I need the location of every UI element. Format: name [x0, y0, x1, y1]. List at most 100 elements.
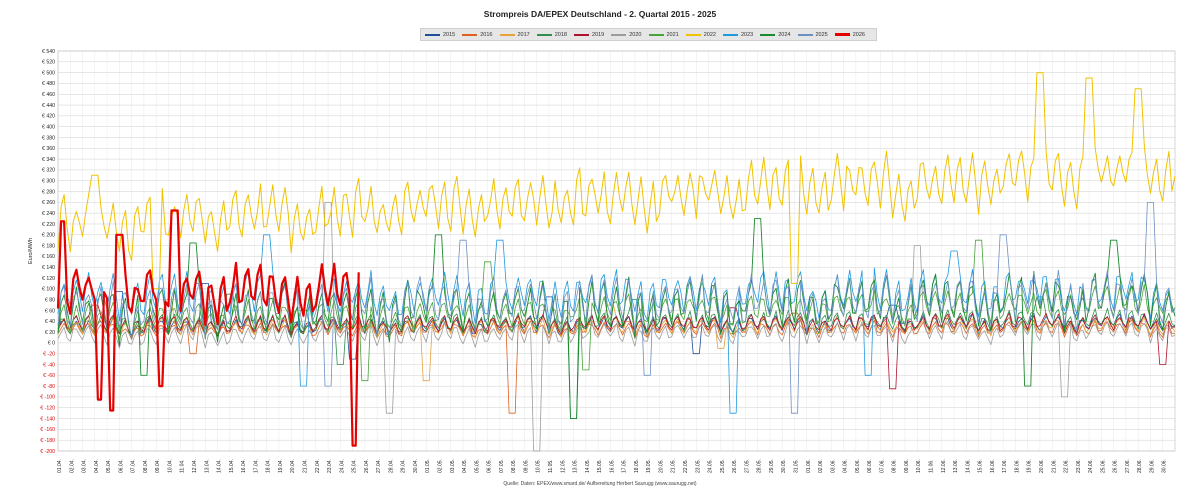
- y-tick-label: € 80: [45, 297, 55, 303]
- series-line-2022: [57, 72, 1176, 290]
- x-tick-label: 25.04.: [352, 459, 358, 473]
- x-tick-label: 04.06.: [843, 459, 849, 473]
- x-tick-label: 26.05.: [732, 459, 738, 473]
- x-tick-label: 08.05.: [511, 459, 517, 473]
- x-tick-label: 27.05.: [744, 459, 750, 473]
- legend-label: 2018: [554, 31, 567, 38]
- y-tick-label: € 140: [42, 265, 55, 271]
- x-tick-label: 24.05.: [708, 459, 714, 473]
- x-tick-label: 06.04.: [118, 459, 124, 473]
- legend-item-2026: 2026: [834, 32, 865, 38]
- legend-label: 2017: [517, 31, 530, 38]
- x-tick-label: 09.05.: [523, 459, 529, 473]
- legend-swatch: [834, 33, 850, 36]
- legend-item-2019: 2019: [574, 32, 604, 38]
- legend-item-2016: 2016: [462, 31, 493, 38]
- x-tick-label: 27.04.: [376, 459, 382, 473]
- y-tick-label: € -20: [43, 352, 55, 358]
- legend-swatch: [425, 33, 440, 36]
- y-tick-label: € 340: [42, 157, 55, 163]
- x-tick-label: 23.06.: [1076, 459, 1082, 473]
- y-tick-label: € -140: [40, 416, 55, 422]
- x-tick-label: 04.05.: [462, 459, 468, 473]
- chart-legend: 2015 2016 2017 2018 2019 2020 2021 2022 2023 2024…: [420, 28, 877, 41]
- x-tick-label: 02.06.: [818, 459, 824, 473]
- x-tick-label: 07.04.: [131, 459, 137, 473]
- x-tick-label: 20.05.: [658, 459, 664, 473]
- x-tick-label: 22.05.: [683, 459, 689, 473]
- legend-label: 2020: [629, 31, 642, 38]
- y-tick-label: € -180: [40, 438, 55, 444]
- x-tick-label: 30.06.: [1162, 459, 1168, 473]
- x-tick-label: 06.05.: [487, 459, 493, 473]
- y-tick-label: € 540: [42, 49, 55, 55]
- legend-label: 2025: [815, 31, 828, 38]
- y-tick-label: € -200: [40, 449, 55, 455]
- y-tick-label: € -80: [43, 384, 55, 390]
- x-tick-label: 29.06.: [1149, 459, 1155, 473]
- x-tick-label: 29.05.: [769, 459, 775, 473]
- legend-label: 2023: [741, 31, 754, 38]
- y-tick-label: € 0: [48, 341, 55, 347]
- legend-label: 2016: [480, 31, 493, 38]
- x-tick-label: 13.06.: [953, 459, 959, 473]
- x-tick-label: 07.06.: [879, 459, 885, 473]
- x-tick-label: 21.05.: [671, 459, 677, 473]
- x-tick-label: 05.06.: [855, 459, 861, 473]
- legend-swatch: [723, 33, 738, 36]
- legend-swatch: [760, 33, 776, 36]
- y-tick-label: € -120: [40, 406, 55, 412]
- x-tick-label: 30.04.: [413, 459, 419, 473]
- legend-item-2020: 2020: [611, 31, 642, 38]
- y-tick-label: € 160: [42, 254, 55, 260]
- x-tick-label: 07.05.: [499, 459, 505, 473]
- x-tick-label: 11.05.: [548, 459, 554, 473]
- y-tick-label: € 40: [45, 319, 55, 325]
- x-tick-label: 16.05.: [609, 459, 615, 473]
- x-tick-label: 24.04.: [339, 459, 345, 473]
- x-tick-label: 09.06.: [904, 459, 910, 473]
- x-tick-label: 16.06.: [990, 459, 996, 473]
- series-line-2020: [57, 202, 1176, 452]
- series-line-2019: [57, 304, 1176, 390]
- y-tick-label: € 440: [42, 103, 55, 109]
- x-tick-label: 26.06.: [1113, 459, 1119, 473]
- x-tick-label: 17.05.: [622, 459, 628, 473]
- legend-label: 2021: [666, 31, 679, 38]
- legend-swatch: [797, 33, 813, 36]
- x-tick-label: 17.04.: [253, 459, 259, 473]
- x-tick-label: 25.06.: [1100, 459, 1106, 473]
- x-tick-label: 13.05.: [573, 459, 579, 473]
- x-tick-label: 12.06.: [941, 459, 947, 473]
- x-tick-label: 05.04.: [106, 459, 112, 473]
- legend-item-2018: 2018: [536, 31, 567, 38]
- x-tick-label: 08.04.: [143, 459, 149, 473]
- x-tick-label: 12.04.: [192, 459, 198, 473]
- y-tick-label: € 260: [42, 200, 55, 206]
- x-tick-label: 24.06.: [1088, 459, 1094, 473]
- x-tick-label: 28.06.: [1137, 459, 1143, 473]
- y-tick-label: € 280: [42, 189, 55, 195]
- x-tick-label: 02.05.: [438, 459, 444, 473]
- y-tick-label: € 500: [42, 70, 55, 76]
- y-tick-label: € 420: [42, 114, 55, 120]
- chart-title: Strompreis DA/EPEX Deutschland - 2. Quar…: [483, 9, 717, 19]
- series-line-2025: [57, 202, 1176, 414]
- legend-swatch: [648, 33, 664, 36]
- y-tick-label: € 380: [42, 135, 55, 141]
- legend-swatch: [536, 33, 552, 36]
- x-tick-label: 30.05.: [781, 459, 787, 473]
- x-tick-label: 20.06.: [1039, 459, 1045, 473]
- x-tick-label: 21.04.: [302, 459, 308, 473]
- legend-label: 2022: [703, 31, 716, 38]
- x-tick-label: 10.05.: [536, 459, 542, 473]
- x-tick-label: 01.06.: [806, 459, 812, 473]
- x-tick-label: 15.04.: [229, 459, 235, 473]
- source-note: Quelle: Daten: EPEX/www.smard.de/ Aufber…: [503, 481, 697, 487]
- series-line-2026: [56, 209, 360, 447]
- series-layer: [56, 72, 1176, 452]
- y-tick-label: € 480: [42, 81, 55, 87]
- x-tick-label: 23.04.: [327, 459, 333, 473]
- x-tick-label: 10.04.: [167, 459, 173, 473]
